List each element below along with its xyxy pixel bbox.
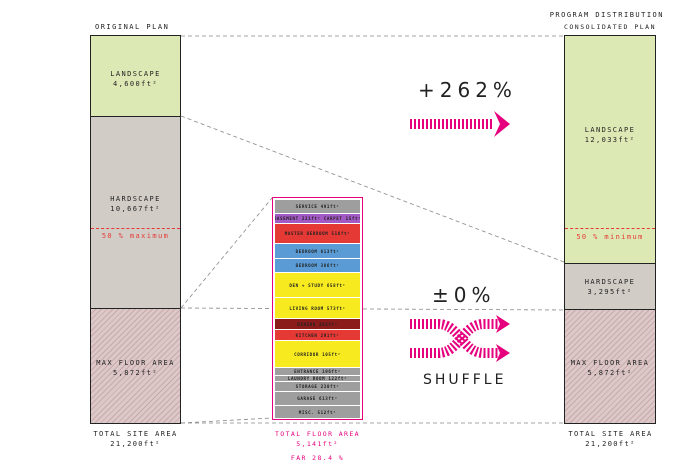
total-floor-area-value: 5,141ft² [296, 440, 339, 448]
shuffle-arrows-icon [410, 315, 510, 362]
consolidated-landscape-label: LANDSCAPE [584, 126, 636, 134]
consolidated-landscape-segment: LANDSCAPE 12,033ft² 50 % minimum [565, 36, 655, 264]
original-hardscape-segment: HARDSCAPE 10,667ft² 50 % maximum [91, 117, 180, 309]
consolidated-plan-header: CONSOLIDATED PLAN [563, 23, 656, 31]
far-value: FAR 28.4 % [290, 454, 345, 462]
consolidated-max-floor-label: MAX FLOOR AREA [570, 359, 650, 367]
original-max-floor-segment: MAX FLOOR AREA 5,872ft² [91, 309, 180, 423]
consolidated-total-value: 21,200ft² [585, 440, 636, 448]
consolidated-hardscape-label: HARDSCAPE [584, 278, 636, 286]
neutral-percentage: ±0% [432, 283, 496, 307]
stack-row: BASEMENT 221ft² CARPET 15ft² [275, 214, 360, 224]
stack-row: ENTRANCE 196ft² [275, 368, 360, 376]
original-total-value: 21,200ft² [110, 440, 161, 448]
original-plan-bar: LANDSCAPE 4,600ft² HARDSCAPE 10,667ft² 5… [90, 35, 181, 424]
total-floor-area-label: TOTAL FLOOR AREA [274, 430, 360, 438]
stack-row: DEN + STUDY 658ft² [275, 273, 360, 298]
consolidated-plan-bar: LANDSCAPE 12,033ft² 50 % minimum HARDSCA… [564, 35, 656, 424]
consolidated-limit-line [565, 228, 655, 229]
consolidated-landscape-area: 12,033ft² [584, 136, 636, 144]
floor-program-stack: SERVICE 491ft² BASEMENT 221ft² CARPET 15… [272, 197, 363, 420]
stack-row: BEDROOM 613ft² [275, 244, 360, 259]
consolidated-limit-label: 50 % minimum [576, 233, 644, 241]
original-limit-label: 50 % maximum [101, 232, 170, 240]
original-max-floor-area: 5,872ft² [113, 369, 158, 377]
original-max-floor-label: MAX FLOOR AREA [96, 359, 175, 367]
original-plan-header: ORIGINAL PLAN [95, 23, 170, 31]
consolidated-max-floor-area: 5,872ft² [587, 369, 633, 377]
consolidated-total-label: TOTAL SITE AREA [568, 430, 653, 438]
original-hardscape-area: 10,667ft² [110, 205, 161, 213]
stack-row: DINING 263ft² [275, 319, 360, 330]
original-limit-line [91, 228, 180, 229]
original-landscape-label: LANDSCAPE [110, 70, 161, 78]
stack-row: CORRIDOR 105ft² [275, 341, 360, 368]
stack-row: KITCHEN 291ft² [275, 330, 360, 341]
original-total-label: TOTAL SITE AREA [93, 430, 178, 438]
stack-row: LIVING ROOM 573ft² [275, 298, 360, 319]
consolidated-max-floor-segment: MAX FLOOR AREA 5,872ft² [565, 310, 655, 423]
consolidated-hardscape-segment: HARDSCAPE 3,295ft² [565, 264, 655, 310]
program-distribution-title: PROGRAM DISTRIBUTION [549, 11, 664, 19]
stack-row: LAUNDRY ROOM 122ft² [275, 376, 360, 382]
increase-arrow-icon [410, 111, 510, 137]
stack-row: MISC. 512ft² [275, 406, 360, 418]
original-landscape-area: 4,600ft² [113, 80, 158, 88]
consolidated-hardscape-area: 3,295ft² [587, 288, 633, 296]
stack-row: GARAGE 613ft² [275, 392, 360, 406]
original-landscape-segment: LANDSCAPE 4,600ft² [91, 36, 180, 117]
shuffle-label: SHUFFLE [423, 372, 507, 388]
stack-row: BEDROOM 386ft² [275, 259, 360, 273]
stack-row: STORAGE 230ft² [275, 382, 360, 392]
original-hardscape-label: HARDSCAPE [110, 195, 161, 203]
stack-row: SERVICE 491ft² [275, 200, 360, 214]
increase-percentage: +262% [418, 78, 517, 102]
stack-row: MASTER BEDROOM 516ft² [275, 224, 360, 244]
